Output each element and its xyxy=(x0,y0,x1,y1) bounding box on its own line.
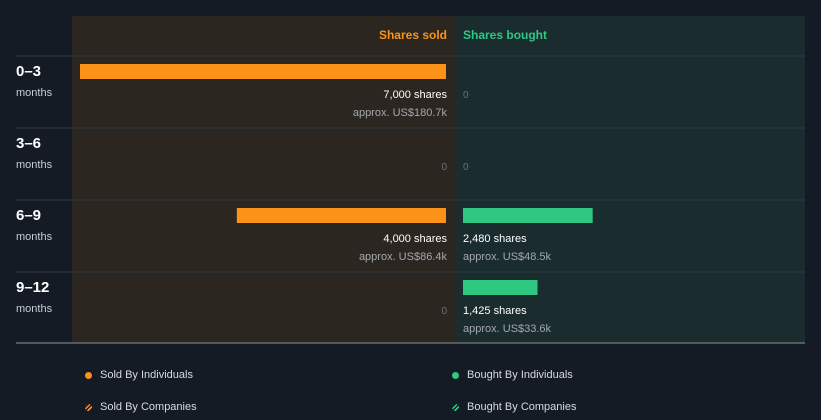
bought-bar xyxy=(463,208,593,223)
legend-sold-individuals: Sold By Individuals xyxy=(85,369,193,381)
green-hatched-dot-icon xyxy=(452,403,459,411)
bought-bar xyxy=(463,280,538,295)
period-label: 3–6 xyxy=(16,135,41,152)
period-label: 9–12 xyxy=(16,279,49,296)
sold-bar xyxy=(236,208,446,223)
sold-zero-label: 0 xyxy=(441,306,447,317)
orange-dot-icon xyxy=(85,371,92,379)
orange-hatched-dot-icon xyxy=(85,403,92,411)
bought-shares-label: 2,480 shares xyxy=(463,233,527,245)
sold-value-label: approx. US$180.7k xyxy=(353,107,448,119)
legend-label: Sold By Companies xyxy=(100,401,197,413)
legend-sold-companies: Sold By Companies xyxy=(85,401,197,413)
sold-bar xyxy=(80,64,446,79)
bought-zero-label: 0 xyxy=(463,162,469,173)
bought-value-label: approx. US$48.5k xyxy=(463,251,552,263)
period-unit-label: months xyxy=(16,159,53,171)
period-unit-label: months xyxy=(16,303,53,315)
sold-shares-label: 7,000 shares xyxy=(383,89,447,101)
legend-label: Bought By Companies xyxy=(467,401,577,413)
green-dot-icon xyxy=(452,371,459,379)
bought-zero-label: 0 xyxy=(463,90,469,101)
legend-bought-companies: Bought By Companies xyxy=(452,401,576,413)
period-unit-label: months xyxy=(16,87,53,99)
period-label: 0–3 xyxy=(16,63,41,80)
sold-value-label: approx. US$86.4k xyxy=(359,251,448,263)
bought-value-label: approx. US$33.6k xyxy=(463,323,552,335)
insider-trading-chart: Shares sold Shares bought 0–3 months 7,000… xyxy=(16,16,805,344)
shares-bought-header: Shares bought xyxy=(463,28,547,42)
sold-shares-label: 4,000 shares xyxy=(383,233,447,245)
sold-zero-label: 0 xyxy=(441,162,447,173)
shares-sold-header: Shares sold xyxy=(379,28,447,42)
legend-label: Sold By Individuals xyxy=(100,369,193,381)
period-unit-label: months xyxy=(16,231,53,243)
period-label: 6–9 xyxy=(16,207,41,224)
legend-label: Bought By Individuals xyxy=(467,369,573,381)
bought-shares-label: 1,425 shares xyxy=(463,305,527,317)
legend-bought-individuals: Bought By Individuals xyxy=(452,369,573,381)
